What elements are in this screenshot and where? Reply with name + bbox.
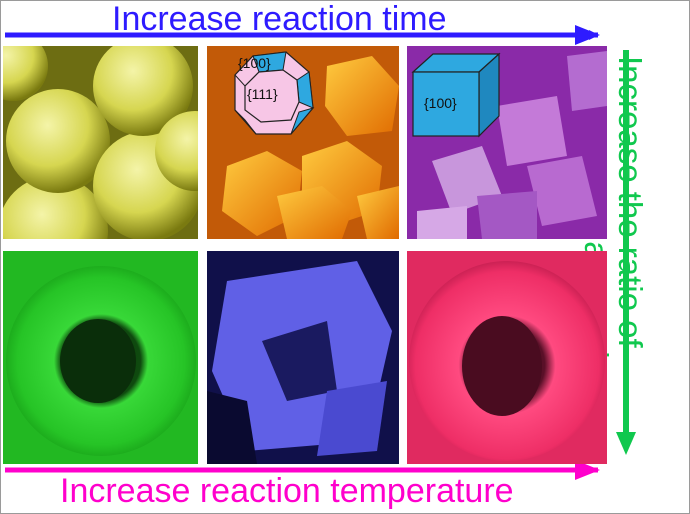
right-arrow-head: [616, 432, 636, 455]
bottom-arrow-head: [575, 460, 600, 480]
panel-pink-hollow: [407, 251, 607, 464]
panel-blue-hollow: [207, 251, 399, 464]
truncated-octahedron-model: [234, 51, 315, 135]
right-axis-label-line1: Increase the ratio of: [612, 56, 649, 348]
panel-yellow-spheres: [3, 46, 198, 239]
bottom-axis-label: Increase reaction temperature: [60, 472, 514, 510]
p3-facet-label: {100}: [424, 95, 457, 111]
panel-orange-polyhedra: {100} {111}: [207, 46, 399, 239]
p2-facet-label-b: {111}: [247, 86, 278, 102]
top-axis-label: Increase reaction time: [112, 0, 447, 38]
p2-facet-label-a: {100}: [238, 55, 271, 71]
top-arrow-head: [575, 25, 600, 45]
panel-green-hollow: [3, 251, 198, 464]
cube-model: [411, 52, 501, 138]
panel-purple-cubes: {100}: [407, 46, 607, 239]
